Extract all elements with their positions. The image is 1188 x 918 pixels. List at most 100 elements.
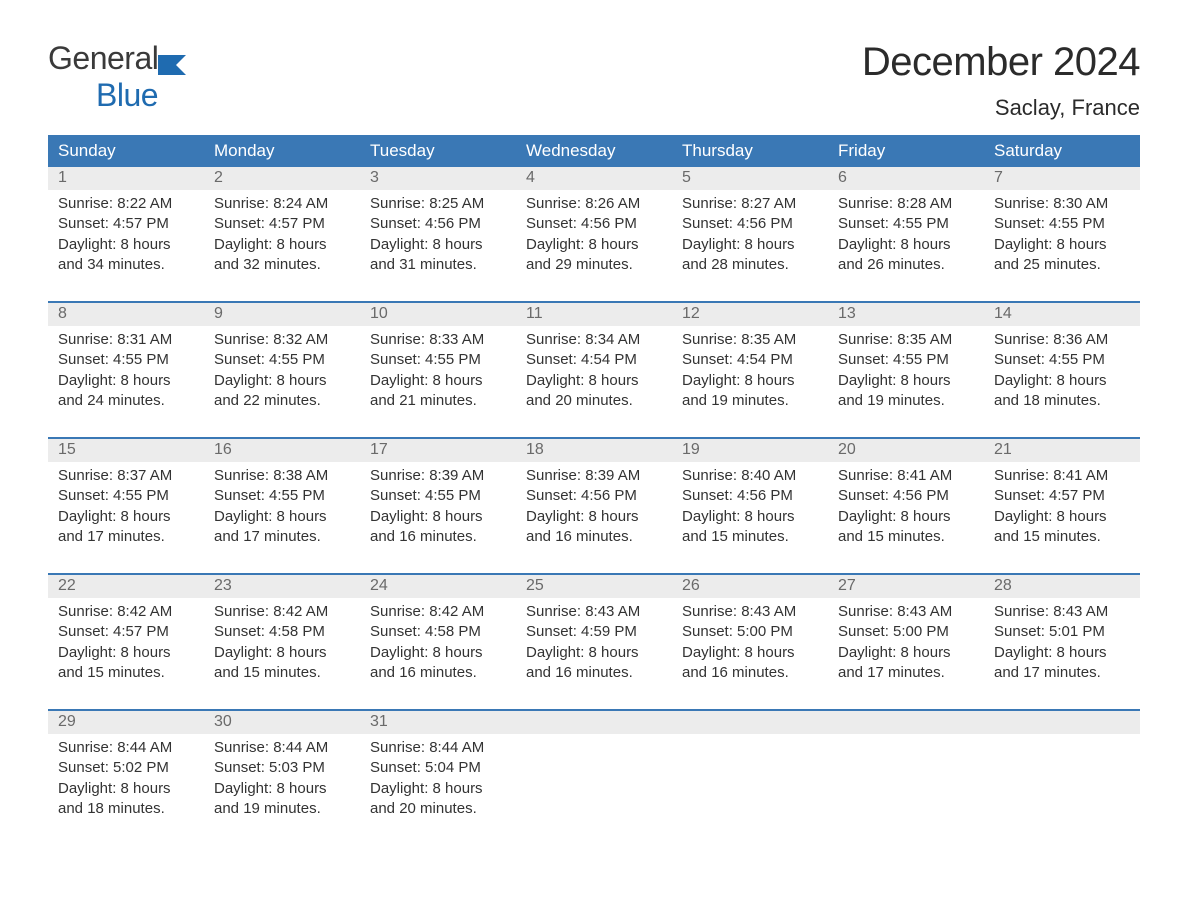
sunset-line: Sunset: 4:57 PM: [58, 622, 194, 642]
date-row: 22232425262728: [48, 573, 1140, 598]
sunset-line: Sunset: 4:55 PM: [838, 350, 974, 370]
sunset-line: Sunset: 4:57 PM: [214, 214, 350, 234]
sunrise-line: Sunrise: 8:44 AM: [214, 738, 350, 758]
day-cell: Sunrise: 8:43 AMSunset: 4:59 PMDaylight:…: [516, 598, 672, 695]
day-header-cell: Sunday: [48, 135, 204, 167]
day-header-cell: Monday: [204, 135, 360, 167]
sunset-line: Sunset: 4:56 PM: [682, 486, 818, 506]
daylight-line-2: and 28 minutes.: [682, 255, 818, 275]
sunset-line: Sunset: 4:56 PM: [838, 486, 974, 506]
date-number: 25: [516, 575, 672, 598]
title-block: December 2024 Saclay, France: [862, 40, 1140, 121]
sunset-line: Sunset: 4:55 PM: [994, 214, 1130, 234]
sunset-line: Sunset: 4:54 PM: [682, 350, 818, 370]
daylight-line-2: and 15 minutes.: [994, 527, 1130, 547]
logo-word-general: General: [48, 40, 158, 76]
sunrise-line: Sunrise: 8:31 AM: [58, 330, 194, 350]
date-number: 16: [204, 439, 360, 462]
body-row: Sunrise: 8:42 AMSunset: 4:57 PMDaylight:…: [48, 598, 1140, 695]
daylight-line-2: and 15 minutes.: [838, 527, 974, 547]
daylight-line: Daylight: 8 hours: [526, 643, 662, 663]
daylight-line: Daylight: 8 hours: [838, 643, 974, 663]
day-cell: Sunrise: 8:44 AMSunset: 5:03 PMDaylight:…: [204, 734, 360, 831]
date-number: 13: [828, 303, 984, 326]
daylight-line: Daylight: 8 hours: [838, 371, 974, 391]
daylight-line: Daylight: 8 hours: [838, 507, 974, 527]
date-number: [984, 711, 1140, 734]
week-block: 293031Sunrise: 8:44 AMSunset: 5:02 PMDay…: [48, 709, 1140, 831]
day-cell: Sunrise: 8:42 AMSunset: 4:57 PMDaylight:…: [48, 598, 204, 695]
date-number: [672, 711, 828, 734]
daylight-line-2: and 16 minutes.: [526, 663, 662, 683]
sunset-line: Sunset: 4:54 PM: [526, 350, 662, 370]
date-number: 9: [204, 303, 360, 326]
sunset-line: Sunset: 4:55 PM: [370, 350, 506, 370]
sunrise-line: Sunrise: 8:28 AM: [838, 194, 974, 214]
daylight-line-2: and 16 minutes.: [682, 663, 818, 683]
sunrise-line: Sunrise: 8:43 AM: [838, 602, 974, 622]
daylight-line: Daylight: 8 hours: [370, 507, 506, 527]
body-row: Sunrise: 8:44 AMSunset: 5:02 PMDaylight:…: [48, 734, 1140, 831]
daylight-line-2: and 15 minutes.: [58, 663, 194, 683]
date-row: 293031: [48, 709, 1140, 734]
date-number: 5: [672, 167, 828, 190]
day-cell: Sunrise: 8:39 AMSunset: 4:56 PMDaylight:…: [516, 462, 672, 559]
sunset-line: Sunset: 4:55 PM: [58, 486, 194, 506]
daylight-line: Daylight: 8 hours: [214, 779, 350, 799]
day-cell: Sunrise: 8:28 AMSunset: 4:55 PMDaylight:…: [828, 190, 984, 287]
week-block: 891011121314Sunrise: 8:31 AMSunset: 4:55…: [48, 301, 1140, 423]
day-header-cell: Thursday: [672, 135, 828, 167]
date-number: 11: [516, 303, 672, 326]
daylight-line: Daylight: 8 hours: [58, 507, 194, 527]
sunset-line: Sunset: 4:55 PM: [58, 350, 194, 370]
daylight-line-2: and 16 minutes.: [526, 527, 662, 547]
date-number: 19: [672, 439, 828, 462]
date-number: 3: [360, 167, 516, 190]
day-cell: Sunrise: 8:35 AMSunset: 4:55 PMDaylight:…: [828, 326, 984, 423]
sunset-line: Sunset: 4:57 PM: [58, 214, 194, 234]
daylight-line-2: and 15 minutes.: [214, 663, 350, 683]
sunset-line: Sunset: 4:57 PM: [994, 486, 1130, 506]
month-title: December 2024: [862, 40, 1140, 85]
sunrise-line: Sunrise: 8:37 AM: [58, 466, 194, 486]
daylight-line: Daylight: 8 hours: [58, 371, 194, 391]
daylight-line: Daylight: 8 hours: [682, 643, 818, 663]
daylight-line-2: and 22 minutes.: [214, 391, 350, 411]
daylight-line: Daylight: 8 hours: [838, 235, 974, 255]
day-cell: Sunrise: 8:24 AMSunset: 4:57 PMDaylight:…: [204, 190, 360, 287]
day-cell: Sunrise: 8:39 AMSunset: 4:55 PMDaylight:…: [360, 462, 516, 559]
daylight-line: Daylight: 8 hours: [682, 507, 818, 527]
date-number: 18: [516, 439, 672, 462]
sunrise-line: Sunrise: 8:39 AM: [526, 466, 662, 486]
daylight-line: Daylight: 8 hours: [214, 235, 350, 255]
date-number: 14: [984, 303, 1140, 326]
day-header-cell: Tuesday: [360, 135, 516, 167]
sunrise-line: Sunrise: 8:24 AM: [214, 194, 350, 214]
sunset-line: Sunset: 5:00 PM: [838, 622, 974, 642]
daylight-line-2: and 18 minutes.: [994, 391, 1130, 411]
date-number: 8: [48, 303, 204, 326]
date-number: 2: [204, 167, 360, 190]
day-cell: Sunrise: 8:22 AMSunset: 4:57 PMDaylight:…: [48, 190, 204, 287]
date-number: [828, 711, 984, 734]
sunrise-line: Sunrise: 8:41 AM: [994, 466, 1130, 486]
daylight-line-2: and 31 minutes.: [370, 255, 506, 275]
day-cell: Sunrise: 8:26 AMSunset: 4:56 PMDaylight:…: [516, 190, 672, 287]
daylight-line-2: and 34 minutes.: [58, 255, 194, 275]
sunset-line: Sunset: 4:55 PM: [838, 214, 974, 234]
daylight-line: Daylight: 8 hours: [58, 235, 194, 255]
sunset-line: Sunset: 4:59 PM: [526, 622, 662, 642]
sunrise-line: Sunrise: 8:30 AM: [994, 194, 1130, 214]
daylight-line-2: and 19 minutes.: [214, 799, 350, 819]
daylight-line-2: and 24 minutes.: [58, 391, 194, 411]
sunrise-line: Sunrise: 8:38 AM: [214, 466, 350, 486]
sunrise-line: Sunrise: 8:43 AM: [994, 602, 1130, 622]
daylight-line: Daylight: 8 hours: [370, 371, 506, 391]
daylight-line: Daylight: 8 hours: [994, 235, 1130, 255]
daylight-line-2: and 15 minutes.: [682, 527, 818, 547]
day-cell: Sunrise: 8:27 AMSunset: 4:56 PMDaylight:…: [672, 190, 828, 287]
sunrise-line: Sunrise: 8:43 AM: [526, 602, 662, 622]
daylight-line-2: and 17 minutes.: [994, 663, 1130, 683]
week-block: 1234567Sunrise: 8:22 AMSunset: 4:57 PMDa…: [48, 167, 1140, 287]
date-number: 26: [672, 575, 828, 598]
